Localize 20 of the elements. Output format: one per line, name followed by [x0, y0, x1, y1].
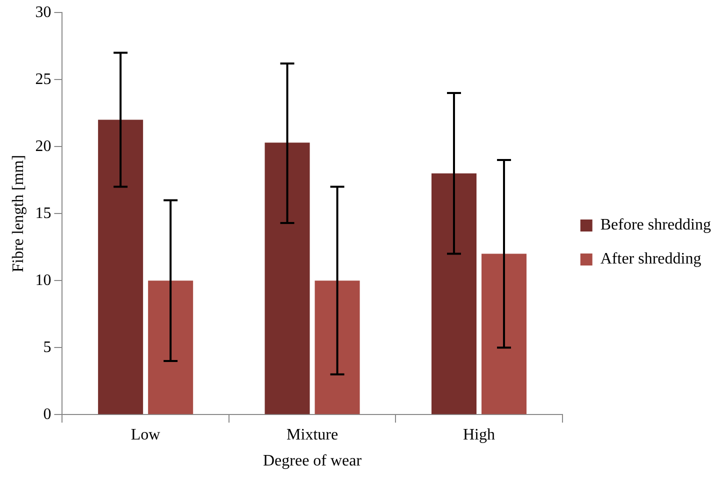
y-tick-label: 30 — [35, 4, 52, 21]
x-axis-title: Degree of wear — [262, 452, 362, 470]
y-tick-label: 10 — [35, 272, 52, 289]
y-tick-label: 20 — [35, 138, 52, 155]
legend-label: Before shredding — [600, 216, 712, 234]
legend-label: After shredding — [600, 250, 702, 268]
y-axis-title: Fibre length [mm] — [10, 154, 27, 272]
x-tick-label: Low — [130, 426, 161, 444]
y-tick-label: 15 — [35, 204, 52, 222]
bar — [314, 280, 360, 414]
bar — [98, 120, 144, 414]
bar — [431, 173, 477, 414]
x-tick-label: High — [463, 426, 496, 444]
y-tick-label: 5 — [43, 338, 52, 356]
x-tick-label: Mixture — [286, 426, 338, 444]
bar — [482, 254, 527, 414]
bar — [148, 280, 194, 414]
y-tick-label: 25 — [35, 70, 52, 88]
bar — [264, 142, 310, 414]
y-tick-label: 0 — [43, 406, 52, 423]
